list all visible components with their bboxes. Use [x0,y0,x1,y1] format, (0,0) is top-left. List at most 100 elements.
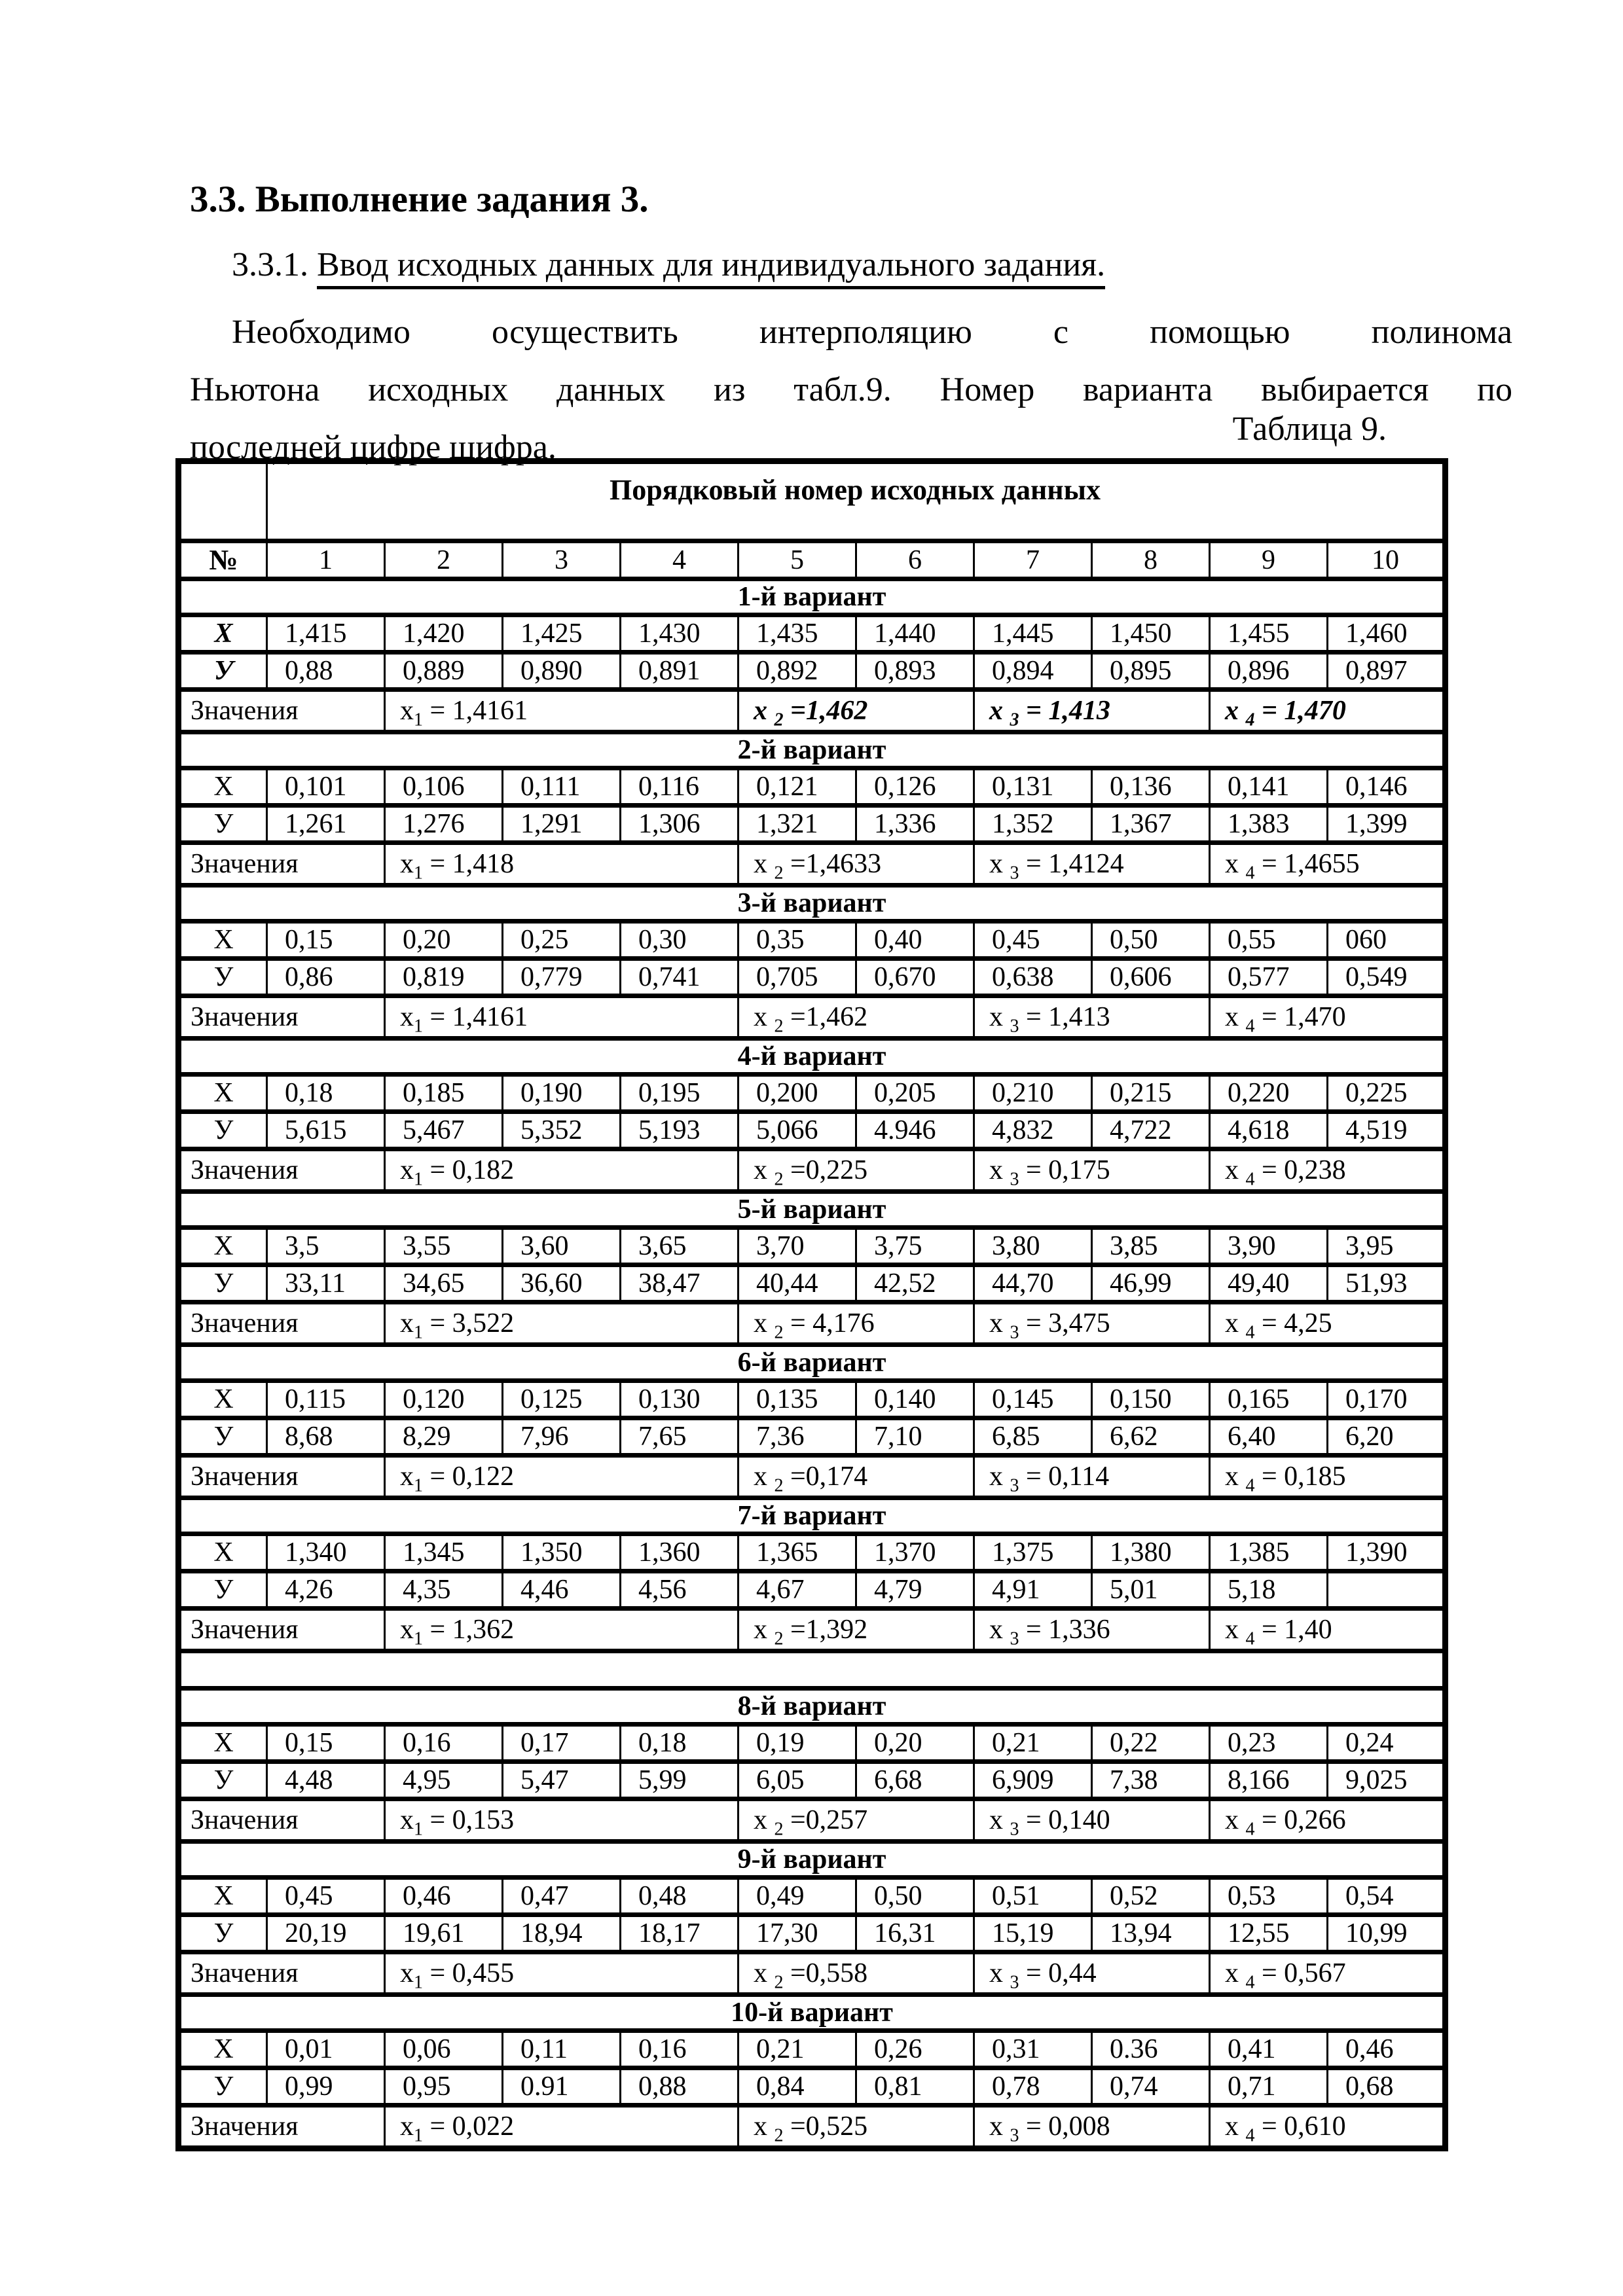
column-number-header: 9 [1209,539,1328,581]
interpolation-point-cell: x1 = 1,362 [384,1606,739,1653]
x-value-text: = 0,238 [1254,1155,1346,1185]
subsection-number: 3.3.1. [232,246,317,283]
y-value-cell: 7,65 [619,1416,739,1458]
y-value-cell: 6,85 [973,1416,1093,1458]
x-value-text: = 1,4161 [423,1002,528,1032]
variant-title-row: 4-й вариант [177,1036,1446,1077]
x-value-cell: 0,106 [384,766,503,808]
y-value-cell: 46,99 [1091,1263,1211,1304]
y-value-cell: 5,47 [501,1759,621,1801]
x-value-cell: 1,380 [1091,1532,1211,1573]
x-value-text: =1,462 [783,1002,868,1032]
x-row-label: Х [177,1875,268,1917]
y-value-cell: 4,722 [1091,1109,1211,1151]
x-subscript: 1 [414,1169,423,1190]
x-value-cell: 0,210 [973,1072,1093,1114]
x-value-text: = 0,022 [423,2111,515,2142]
y-value-cell: 20,19 [266,1912,386,1954]
x-symbol: x [754,1002,775,1032]
x-value-cell: 3,55 [384,1225,503,1267]
y-value-cell: 4,35 [384,1569,503,1611]
x-value-cell: 3,80 [973,1225,1093,1267]
x-symbol: x [1225,1958,1246,1988]
interpolation-point-cell: x 2 =1,462 [737,994,975,1041]
y-value-cell: 5,066 [737,1109,857,1151]
values-row-label: Значения [177,994,386,1041]
x-subscript: 1 [414,1016,423,1037]
y-value-cell: 1,367 [1091,803,1211,845]
x-subscript: 2 [774,1475,784,1496]
x-value-cell: 1,430 [619,613,739,655]
x-value-cell: 0,01 [266,2028,386,2070]
y-value-cell: 1,276 [384,803,503,845]
variant-y-row: У 20,19 19,61 18,94 18,17 17,30 16,31 15,19 13,9… [177,1912,1446,1954]
x-value-cell: 0,19 [737,1722,857,1764]
x-value-text: = 0,153 [423,1805,515,1835]
variant-y-row: У 0,88 0,889 0,890 0,891 0,892 0,893 0,894 0,895… [177,650,1446,692]
interpolation-point-cell: x1 = 0,182 [384,1147,739,1194]
x-value-cell: 0,150 [1091,1378,1211,1420]
x-value-text: = 0,567 [1254,1958,1346,1988]
x-value-cell: 0,17 [501,1722,621,1764]
x-value-cell: 3,90 [1209,1225,1328,1267]
y-value-cell: 7,96 [501,1416,621,1458]
x-subscript: 3 [1010,1972,1019,1993]
variant-title: 3-й вариант [177,883,1446,924]
x-value-text: = 4,25 [1254,1308,1332,1338]
interpolation-point-cell: x1 = 3,522 [384,1300,739,1347]
y-value-cell: 0,78 [973,2066,1093,2108]
x-value-text: = 1,413 [1019,696,1110,726]
x-value-cell: 1,360 [619,1532,739,1573]
x-value-cell: 1,450 [1091,613,1211,655]
x-symbol: x [989,2111,1010,2142]
y-value-cell: 4,519 [1326,1109,1446,1151]
x-value-cell: 0,126 [855,766,975,808]
spacer-cell [177,1649,1446,1691]
x-subscript: 2 [774,1322,784,1343]
y-value-cell: 6,40 [1209,1416,1328,1458]
y-value-cell: 0,99 [266,2066,386,2108]
x-subscript: 2 [774,709,784,730]
values-row-label: Значения [177,1300,386,1347]
x-symbol: x [754,1462,775,1492]
x-value-cell: 0,215 [1091,1072,1211,1114]
interpolation-point-cell: x 3 = 1,413 [973,687,1211,734]
y-value-cell: 0,891 [619,650,739,692]
interpolation-point-cell: x 2 =1,4633 [737,840,975,888]
x-value-text: = 0,185 [1254,1462,1346,1492]
y-value-cell: 0,741 [619,956,739,998]
variant-x-row: Х 1,415 1,420 1,425 1,430 1,435 1,440 1,445 1,45… [177,613,1446,655]
y-value-cell: 1,306 [619,803,739,845]
y-value-cell: 0,606 [1091,956,1211,998]
x-symbol: x [400,1462,414,1492]
column-number-header: 1 [266,539,386,581]
x-value-cell: 0,111 [501,766,621,808]
x-value-cell: 0,131 [973,766,1093,808]
x-symbol: x [989,1958,1010,1988]
x-symbol: x [1225,1462,1246,1492]
y-value-cell: 7,38 [1091,1759,1211,1801]
x-value-cell: 0,20 [855,1722,975,1764]
x-symbol: x [1225,2111,1246,2142]
variant-y-row: У 4,26 4,35 4,46 4,56 4,67 4,79 4,91 5,01 5,18 [177,1569,1446,1611]
interpolation-point-cell: x 3 = 1,4124 [973,840,1211,888]
x-value-cell: 0,20 [384,919,503,961]
x-value-cell: 0,15 [266,919,386,961]
variant-x-row: Х 0,45 0,46 0,47 0,48 0,49 0,50 0,51 0,52 0,53 0,5… [177,1875,1446,1917]
variant-y-row: У 0,99 0,95 0.91 0,88 0,84 0,81 0,78 0,74 0,71 0,6… [177,2066,1446,2108]
column-number-header: 8 [1091,539,1211,581]
x-value-text: = 1,4161 [423,696,528,726]
x-row-label: Х [177,919,268,961]
y-value-cell: 0,549 [1326,956,1446,998]
x-value-text: = 1,470 [1254,696,1346,726]
variant-title-row: 7-й вариант [177,1496,1446,1536]
column-number-header: 5 [737,539,857,581]
y-value-cell: 4,46 [501,1569,621,1611]
y-row-label: У [177,1569,268,1611]
x-subscript: 1 [414,709,423,730]
x-symbol: x [754,696,775,726]
column-number-row: № 1 2 3 4 5 6 7 8 9 10 [177,539,1446,581]
variant-y-row: У 1,261 1,276 1,291 1,306 1,321 1,336 1,352 1,36… [177,803,1446,845]
column-number-header: 10 [1326,539,1446,581]
y-value-cell: 0,74 [1091,2066,1211,2108]
